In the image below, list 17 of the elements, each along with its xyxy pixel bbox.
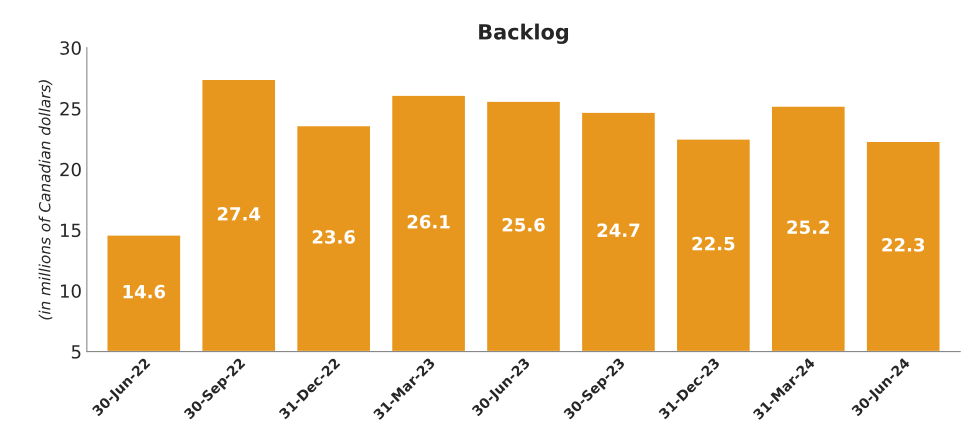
data-label: 23.6 [312,230,355,244]
data-label: 26.1 [408,214,450,229]
y-tick-label: 5 [72,345,80,359]
data-label: 14.6 [124,284,166,298]
data-label: 24.7 [598,223,640,237]
y-tick-label: 20 [60,162,81,176]
data-label: 22.3 [882,238,924,252]
data-label: 22.5 [692,236,734,250]
data-label: 27.4 [218,207,260,220]
y-tick-label: 25 [60,102,80,116]
y-tick-label: 30 [60,41,81,55]
y-axis-title: (in millions of Canadian dollars) [38,80,52,320]
y-tick-label: 10 [60,284,81,298]
y-tick-label: 15 [60,224,80,238]
chart-title: Backlog [479,24,568,44]
data-label: 25.2 [787,220,829,234]
data-label: 25.6 [502,218,545,232]
